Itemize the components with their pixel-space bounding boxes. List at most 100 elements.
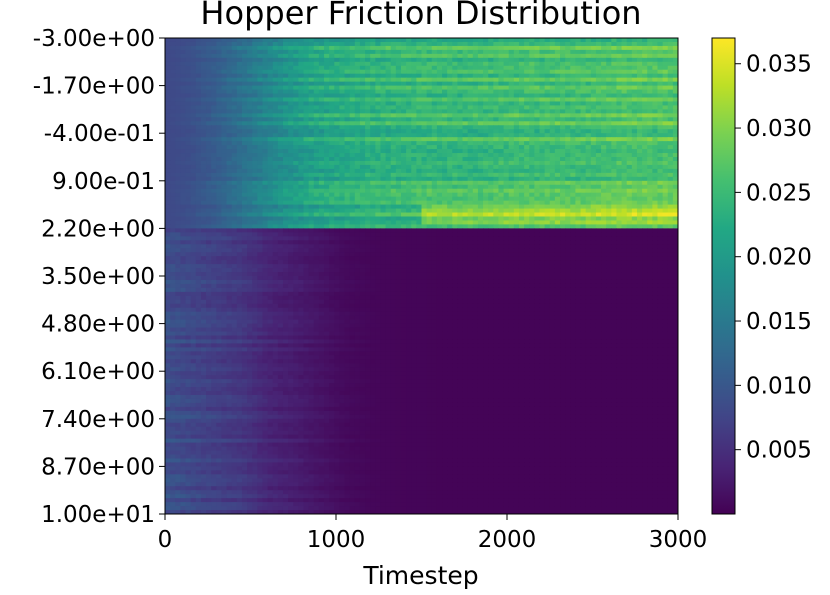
- heatmap-cell: [575, 209, 581, 214]
- heatmap-cell: [206, 149, 212, 154]
- heatmap-cell: [447, 50, 453, 55]
- heatmap-cell: [375, 149, 381, 154]
- heatmap-cell: [350, 141, 356, 146]
- heatmap-cell: [447, 38, 453, 43]
- heatmap-cell: [560, 153, 566, 158]
- heatmap-cell: [175, 125, 181, 130]
- heatmap-cell: [488, 185, 494, 190]
- heatmap-cell: [493, 153, 499, 158]
- heatmap-cell: [247, 94, 253, 99]
- heatmap-cell: [647, 220, 653, 225]
- heatmap-cell: [637, 125, 643, 130]
- heatmap-cell: [668, 177, 674, 182]
- heatmap-cell: [586, 94, 592, 99]
- heatmap-cell: [591, 185, 597, 190]
- heatmap-cell: [375, 197, 381, 202]
- heatmap-cell: [288, 141, 294, 146]
- heatmap-cell: [616, 117, 622, 122]
- heatmap-cell: [365, 90, 371, 95]
- heatmap-cell: [247, 209, 253, 214]
- heatmap-cell: [288, 78, 294, 83]
- heatmap-cell: [247, 113, 253, 118]
- heatmap-cell: [396, 224, 402, 229]
- heatmap-cell: [483, 149, 489, 154]
- heatmap-cell: [637, 209, 643, 214]
- heatmap-cell: [411, 101, 417, 106]
- heatmap-cell: [622, 50, 628, 55]
- heatmap-cell: [498, 153, 504, 158]
- heatmap-cell: [180, 129, 186, 134]
- heatmap-cell: [457, 213, 463, 218]
- heatmap-cell: [165, 224, 171, 229]
- heatmap-cell: [206, 220, 212, 225]
- heatmap-cell: [550, 153, 556, 158]
- heatmap-cell: [432, 149, 438, 154]
- heatmap-cell: [416, 86, 422, 91]
- heatmap-cell: [268, 173, 274, 178]
- heatmap-cell: [601, 149, 607, 154]
- heatmap-cell: [324, 94, 330, 99]
- heatmap-cell: [483, 173, 489, 178]
- heatmap-cell: [498, 50, 504, 55]
- heatmap-cell: [493, 74, 499, 79]
- heatmap-cell: [339, 105, 345, 110]
- heatmap-cell: [232, 38, 238, 43]
- heatmap-cell: [232, 74, 238, 79]
- heatmap-cell: [288, 90, 294, 95]
- heatmap-cell: [493, 213, 499, 218]
- heatmap-cell: [247, 101, 253, 106]
- heatmap-cell: [237, 232, 243, 237]
- heatmap-cell: [442, 209, 448, 214]
- heatmap-cell: [319, 90, 325, 95]
- heatmap-cell: [211, 181, 217, 186]
- heatmap-cell: [360, 66, 366, 71]
- heatmap-cell: [232, 213, 238, 218]
- heatmap-cell: [232, 217, 238, 222]
- heatmap-cell: [227, 213, 233, 218]
- heatmap-cell: [570, 105, 576, 110]
- heatmap-cell: [283, 82, 289, 87]
- heatmap-cell: [632, 137, 638, 142]
- heatmap-cell: [386, 94, 392, 99]
- heatmap-cell: [468, 220, 474, 225]
- heatmap-cell: [252, 149, 258, 154]
- heatmap-cell: [170, 62, 176, 67]
- heatmap-cell: [334, 197, 340, 202]
- heatmap-cell: [422, 98, 428, 103]
- heatmap-cell: [273, 113, 279, 118]
- heatmap-cell: [422, 58, 428, 63]
- heatmap-cell: [324, 105, 330, 110]
- heatmap-cell: [329, 189, 335, 194]
- heatmap-cell: [370, 70, 376, 75]
- heatmap-cell: [627, 50, 633, 55]
- heatmap-cell: [668, 185, 674, 190]
- heatmap-cell: [175, 197, 181, 202]
- heatmap-cell: [262, 232, 268, 237]
- heatmap-cell: [186, 121, 192, 126]
- heatmap-cell: [252, 62, 258, 67]
- heatmap-cell: [319, 165, 325, 170]
- heatmap-cell: [611, 46, 617, 51]
- heatmap-cell: [298, 137, 304, 142]
- heatmap-cell: [611, 54, 617, 59]
- heatmap-cell: [473, 153, 479, 158]
- heatmap-cell: [637, 94, 643, 99]
- heatmap-cell: [606, 133, 612, 138]
- heatmap-cell: [519, 105, 525, 110]
- heatmap-cell: [514, 232, 520, 237]
- heatmap-cell: [498, 232, 504, 237]
- heatmap-cell: [493, 86, 499, 91]
- heatmap-cell: [206, 62, 212, 67]
- heatmap-cell: [196, 153, 202, 158]
- heatmap-cell: [529, 220, 535, 225]
- heatmap-cell: [401, 62, 407, 67]
- heatmap-cell: [227, 42, 233, 47]
- heatmap-cell: [637, 129, 643, 134]
- heatmap-cell: [529, 58, 535, 63]
- heatmap-cell: [627, 157, 633, 162]
- heatmap-cell: [657, 165, 663, 170]
- heatmap-cell: [539, 109, 545, 114]
- heatmap-cell: [196, 129, 202, 134]
- heatmap-cell: [539, 121, 545, 126]
- heatmap-cell: [278, 228, 284, 233]
